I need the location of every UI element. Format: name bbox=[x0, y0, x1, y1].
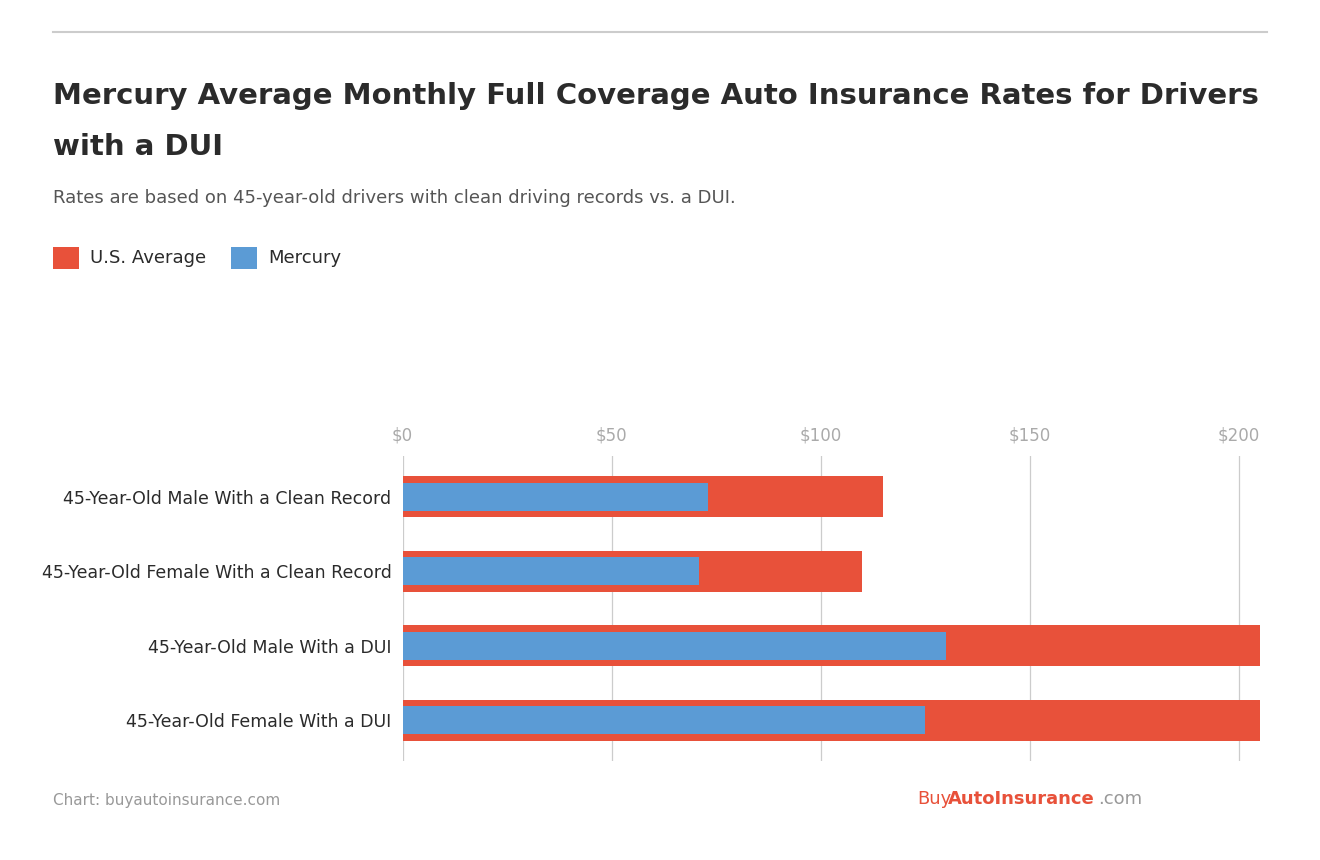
Bar bbox=[403, 700, 1259, 740]
Text: Buy: Buy bbox=[917, 790, 952, 808]
Text: AutoInsurance: AutoInsurance bbox=[948, 790, 1094, 808]
Bar bbox=[403, 631, 946, 660]
Text: Rates are based on 45-year-old drivers with clean driving records vs. a DUI.: Rates are based on 45-year-old drivers w… bbox=[53, 189, 735, 207]
Text: with a DUI: with a DUI bbox=[53, 133, 223, 162]
Text: Mercury Average Monthly Full Coverage Auto Insurance Rates for Drivers: Mercury Average Monthly Full Coverage Au… bbox=[53, 82, 1259, 110]
Text: Mercury: Mercury bbox=[268, 249, 341, 267]
Bar bbox=[403, 706, 925, 734]
Bar bbox=[403, 625, 1259, 667]
Text: U.S. Average: U.S. Average bbox=[90, 249, 206, 267]
Bar bbox=[403, 557, 700, 586]
Text: Chart: buyautoinsurance.com: Chart: buyautoinsurance.com bbox=[53, 794, 280, 808]
Text: .com: .com bbox=[1098, 790, 1142, 808]
Bar bbox=[403, 476, 883, 517]
Bar bbox=[403, 550, 862, 592]
Bar bbox=[403, 482, 708, 511]
